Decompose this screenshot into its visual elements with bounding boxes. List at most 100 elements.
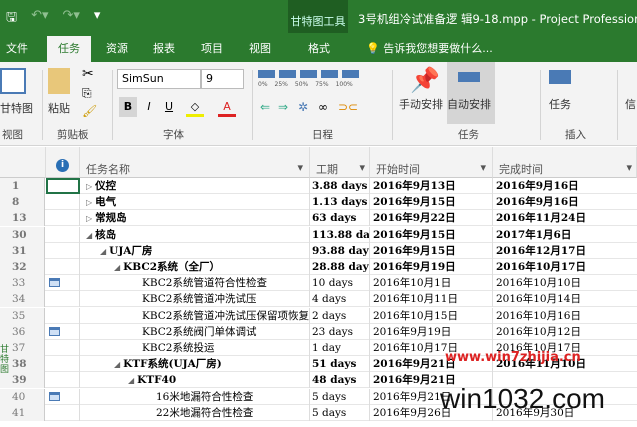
row-number[interactable]: 35 (0, 307, 45, 324)
manual-schedule-button[interactable]: 手动安排 (399, 98, 443, 111)
dropdown-icon[interactable]: ▾ (626, 161, 632, 174)
dropdown-icon[interactable]: ▾ (359, 161, 365, 174)
row-number[interactable]: 40 (0, 388, 45, 405)
row-number[interactable]: 30 (0, 226, 45, 243)
finish-cell[interactable]: 2016年10月17日 (496, 342, 581, 354)
font-family-select[interactable]: SimSun (117, 69, 201, 89)
start-cell[interactable]: 2016年9月19日 (370, 323, 493, 340)
duration-cell[interactable]: 48 days (310, 372, 370, 389)
start-cell[interactable]: 2016年10月1日 (370, 275, 493, 292)
column-header-task-name[interactable]: 任务名称 ▾ (80, 147, 310, 178)
gantt-button[interactable]: 甘特图 (0, 102, 33, 115)
bold-button[interactable]: B (119, 97, 137, 117)
percent-0-icon[interactable] (258, 70, 275, 78)
dropdown-icon[interactable]: ▾ (297, 161, 303, 174)
table-row[interactable]: 32 ◢ KBC2系统（全厂） 28.88 day 2016年9月19日 2016… (0, 259, 637, 275)
start-cell[interactable]: 2016年9月13日 (370, 178, 493, 194)
duration-cell[interactable]: 2 days (310, 307, 370, 324)
start-cell[interactable]: 2016年10月11日 (370, 291, 493, 308)
customize-icon[interactable]: ▾ (93, 8, 101, 23)
font-size-select[interactable]: 9 (201, 69, 244, 89)
duration-cell[interactable]: 4 days (310, 291, 370, 308)
tab-view[interactable]: 视图 (249, 42, 271, 55)
tell-me-search[interactable]: 💡 告诉我您想要做什么... (366, 40, 493, 56)
start-cell[interactable]: 2016年9月22日 (370, 210, 493, 227)
task-name-cell[interactable]: ▷ 仪控 (80, 178, 310, 194)
finish-cell[interactable]: 2016年9月16日 (496, 196, 579, 209)
duration-cell[interactable]: 1 day (310, 340, 370, 356)
row-number[interactable]: 8 (0, 194, 45, 211)
column-header-finish[interactable]: 完成时间 ▾ (493, 147, 637, 178)
tab-task[interactable]: 任务 (47, 36, 91, 62)
collapse-icon[interactable]: ◢ (114, 262, 121, 272)
dropdown-icon[interactable]: ▾ (480, 161, 486, 174)
percent-100-icon[interactable] (342, 70, 359, 78)
duration-cell[interactable]: 28.88 day (312, 259, 370, 275)
table-row[interactable]: 37 KBC2系统投运 1 day 2016年10月17日 2016年10月17… (0, 340, 637, 356)
duration-cell[interactable]: 10 days (310, 275, 370, 292)
finish-cell[interactable]: 2016年12月17日 (496, 244, 586, 257)
split-icon[interactable]: ✲ (298, 100, 309, 114)
task-name-cell[interactable]: ▷ 电气 (80, 194, 310, 211)
table-row[interactable]: 38 ◢ KTF系统(UJA厂房) 51 days 2016年9月21日 2016… (0, 356, 637, 373)
row-number[interactable]: 32 (0, 259, 45, 275)
percent-25-icon[interactable] (279, 70, 296, 78)
duration-cell[interactable]: 63 days (310, 210, 370, 227)
task-name-cell[interactable]: ◢ KBC2系统（全厂） (80, 259, 310, 275)
row-number[interactable]: 41 (0, 404, 45, 421)
table-row[interactable]: 35 KBC2系统管道冲洗试压保留项恢复 2 days 2016年10月15日 … (0, 307, 637, 324)
row-number[interactable]: 38 (0, 356, 45, 373)
table-row[interactable]: 31 ◢ UJA厂房 93.88 day 2016年9月15日 2016年12月1… (0, 242, 637, 259)
save-icon[interactable]: 🖫 (6, 10, 18, 25)
underline-button[interactable]: U (164, 100, 174, 113)
finish-cell[interactable]: 2016年10月17日 (496, 261, 586, 273)
gantt-chart-icon[interactable] (0, 68, 26, 94)
link-icon[interactable]: ∞ (318, 100, 328, 114)
start-cell[interactable]: 2016年9月21日 (370, 356, 493, 373)
percent-75-icon[interactable] (321, 70, 338, 78)
finish-cell[interactable]: 2016年10月16日 (496, 309, 581, 322)
start-cell[interactable]: 2016年9月19日 (370, 259, 493, 275)
task-name-cell[interactable]: ◢ UJA厂房 (80, 242, 310, 259)
table-row[interactable]: 1 ▷ 仪控 3.88 days 2016年9月13日 2016年9月16日 (0, 178, 637, 194)
finish-cell[interactable]: 2016年11月10日 (496, 358, 586, 371)
task-name-cell[interactable]: ▷ 常规岛 (80, 210, 310, 227)
duration-cell[interactable]: 1.13 days (310, 194, 370, 211)
percent-50-icon[interactable] (300, 70, 317, 78)
task-name-cell[interactable]: ◢ 核岛 (80, 226, 310, 243)
tab-project[interactable]: 项目 (201, 42, 223, 55)
collapse-icon[interactable]: ◢ (100, 245, 107, 256)
finish-cell[interactable]: 2016年10月14日 (496, 293, 581, 306)
duration-cell[interactable]: 113.88 da (312, 226, 370, 243)
redo-icon[interactable]: ↷▾ (62, 8, 80, 23)
start-cell[interactable]: 2016年9月21日 (370, 372, 493, 389)
start-cell[interactable]: 2016年10月15日 (370, 307, 493, 324)
paste-button[interactable]: 粘贴 (48, 102, 70, 115)
expand-icon[interactable]: ▷ (86, 197, 93, 208)
task-name-cell[interactable]: 22米地漏符合性检查 (80, 404, 310, 421)
duration-cell[interactable]: 23 days (310, 323, 370, 340)
row-number[interactable]: 36 (0, 323, 45, 340)
table-row[interactable]: 36 KBC2系统阀门单体调试 23 days 2016年9月19日 2016年… (0, 323, 637, 340)
font-color-icon[interactable]: A (218, 97, 236, 117)
start-cell[interactable]: 2016年9月15日 (370, 226, 493, 243)
duration-cell[interactable]: 51 days (310, 356, 370, 373)
finish-cell[interactable]: 2016年10月12日 (496, 325, 581, 338)
undo-icon[interactable]: ↶▾ (31, 8, 49, 23)
row-number[interactable]: 37 (0, 340, 45, 356)
row-number[interactable]: 13 (0, 210, 45, 227)
collapse-icon[interactable]: ◢ (128, 375, 135, 386)
table-row[interactable]: 41 22米地漏符合性检查 5 days 2016年9月26日 2016年9月3… (0, 404, 637, 421)
finish-cell[interactable]: 2017年1月6日 (496, 228, 572, 241)
start-cell[interactable]: 2016年9月26日 (370, 404, 493, 421)
insert-task-button[interactable]: 任务 (549, 98, 571, 111)
finish-cell[interactable]: 2016年9月16日 (496, 180, 579, 192)
cut-icon[interactable]: ✂ (82, 66, 94, 82)
table-row[interactable]: 39 ◢ KTF40 48 days 2016年9月21日 (0, 372, 637, 389)
column-header-duration[interactable]: 工期 ▾ (310, 147, 370, 178)
table-row[interactable]: 13 ▷ 常规岛 63 days 2016年9月22日 2016年11月24日 (0, 210, 637, 227)
format-painter-icon[interactable]: 🖌 (82, 104, 98, 118)
unlink-icon[interactable]: ⊃⊂ (338, 100, 359, 114)
task-name-cell[interactable]: ◢ KTF系统(UJA厂房) (80, 356, 310, 373)
highlight-color-icon[interactable]: ◇ (186, 97, 204, 117)
